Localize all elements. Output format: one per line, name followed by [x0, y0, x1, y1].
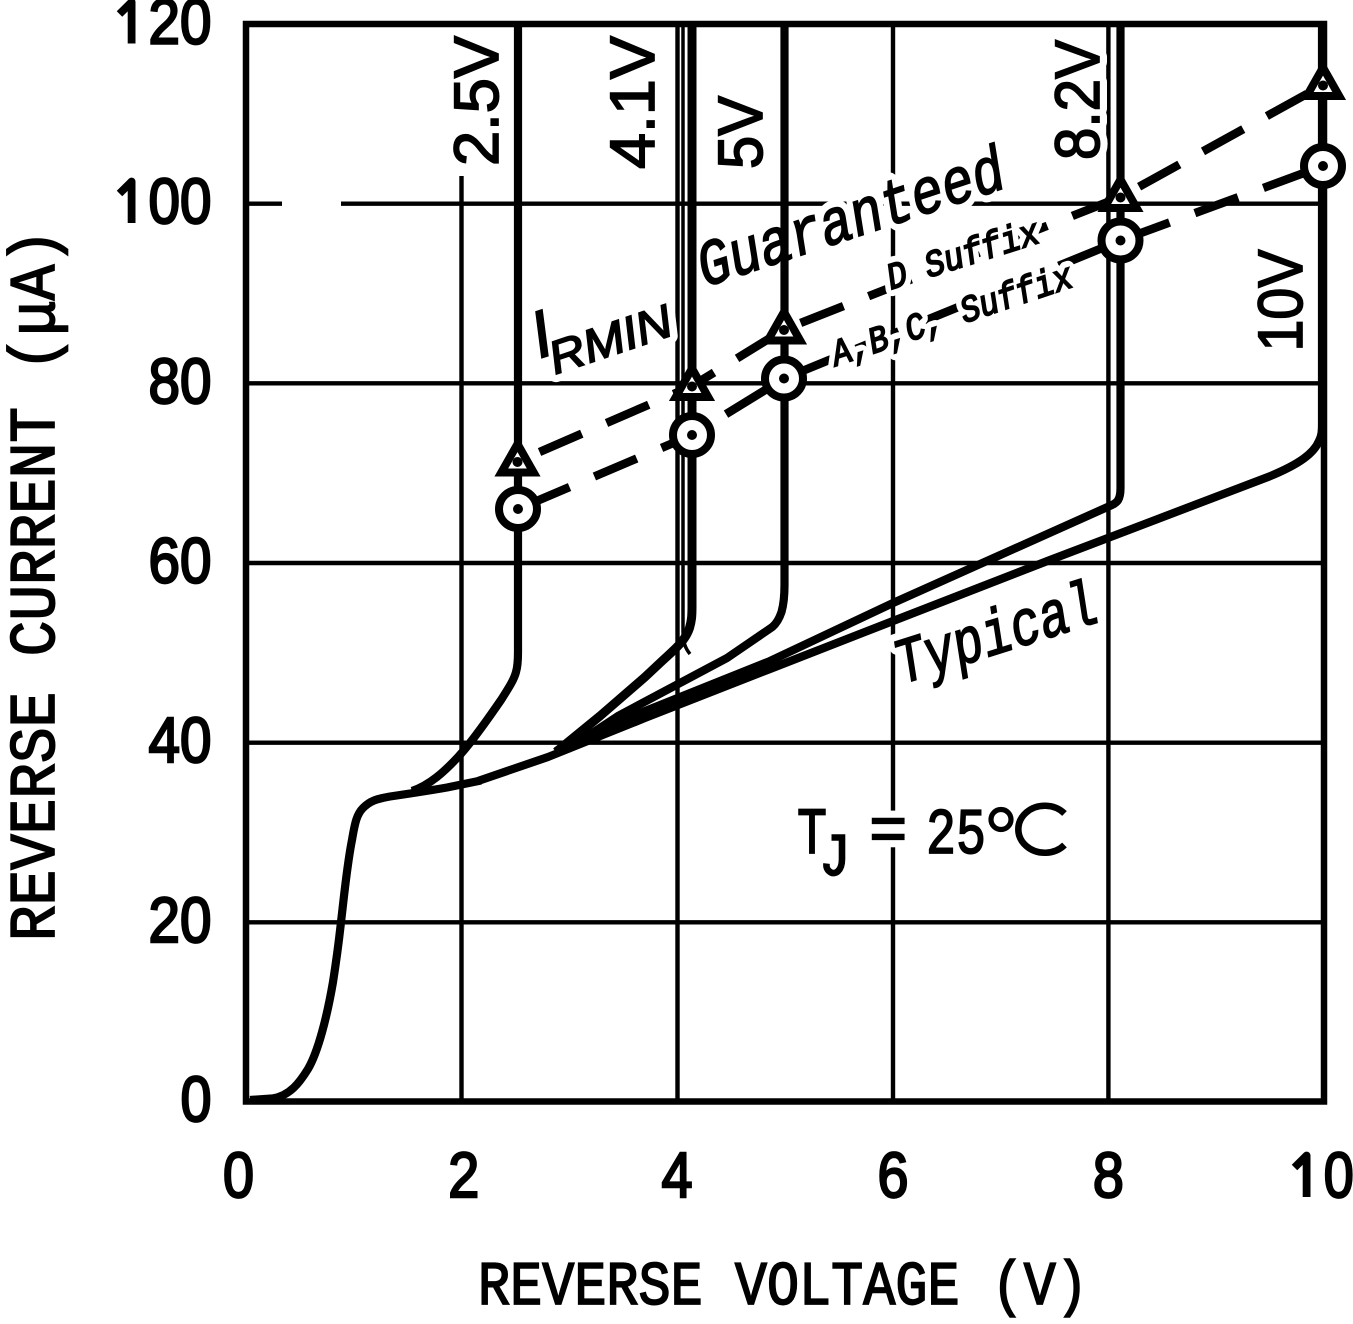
svg-text:20: 20	[149, 0, 212, 58]
svg-text:10V: 10V	[1246, 250, 1316, 352]
svg-text:5V: 5V	[706, 96, 776, 169]
svg-text:8: 8	[1093, 1139, 1124, 1211]
svg-text:60: 60	[149, 525, 212, 597]
svg-text:0: 0	[181, 1063, 212, 1135]
svg-text:4: 4	[662, 1139, 693, 1211]
svg-text:8.2V: 8.2V	[1043, 40, 1113, 160]
svg-text:5V: 5V	[706, 96, 776, 169]
svg-text:00: 00	[149, 165, 212, 237]
svg-text:REVERSE CURRENT (μA): REVERSE CURRENT (μA)	[0, 229, 74, 941]
svg-text:4.1V: 4.1V	[598, 36, 668, 169]
svg-text:0: 0	[1324, 1139, 1353, 1211]
svg-text:2.5V: 2.5V	[442, 36, 512, 166]
svg-text:T: T	[797, 798, 827, 873]
svg-text:20: 20	[149, 884, 212, 956]
svg-text:40: 40	[149, 704, 212, 776]
svg-text:10V: 10V	[1246, 250, 1316, 352]
svg-text:25: 25	[926, 799, 986, 873]
svg-text:8.2V: 8.2V	[1043, 40, 1113, 160]
svg-text:6: 6	[878, 1139, 909, 1211]
svg-text:80: 80	[149, 345, 212, 417]
svg-text:2.5V: 2.5V	[442, 36, 512, 166]
svg-text:REVERSE VOLTAGE (V): REVERSE VOLTAGE (V)	[478, 1252, 1088, 1323]
svg-text:0: 0	[223, 1139, 254, 1211]
svg-text:2: 2	[448, 1139, 479, 1211]
svg-text:=: =	[869, 798, 907, 870]
svg-text:4.1V: 4.1V	[598, 36, 668, 169]
svg-text:=: =	[869, 798, 907, 870]
svg-text:25: 25	[926, 799, 986, 873]
